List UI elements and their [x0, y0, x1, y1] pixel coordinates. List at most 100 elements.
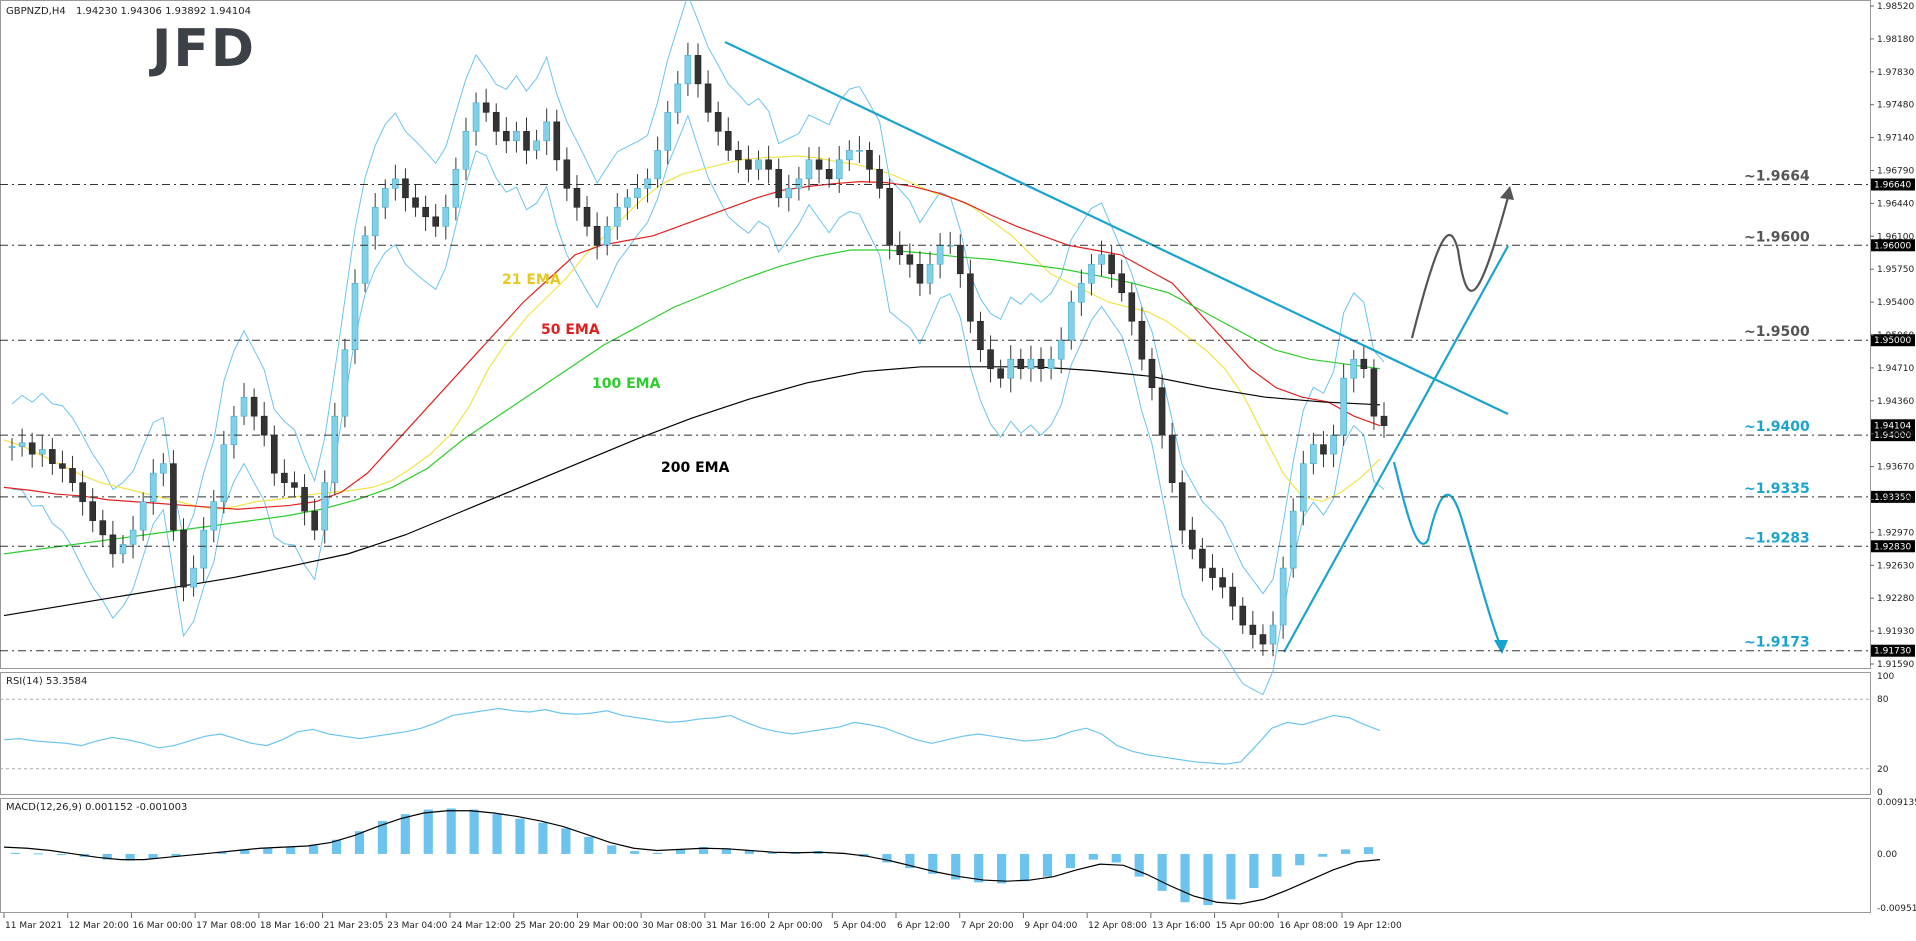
candle-up: [856, 150, 863, 152]
candle-down: [886, 188, 893, 246]
level-price-tag-bg: [1871, 429, 1915, 442]
rsi-tick-label: 80: [1877, 695, 1889, 705]
candle-down: [1178, 482, 1186, 531]
candle-up: [674, 83, 682, 113]
candle-up: [230, 415, 238, 445]
candle-down: [1209, 567, 1216, 578]
price-tick-label: 1.97480: [1877, 101, 1914, 111]
candle-up: [119, 544, 127, 555]
time-axis: 11 Mar 2021 12 Mar 20:00 16 Mar 00:00 17 Ma…: [3, 913, 1402, 931]
macd-histogram-bar: [10, 852, 21, 854]
candle-down: [735, 150, 742, 161]
rsi-title: RSI(14) 53.3584: [6, 676, 87, 687]
candle-down: [775, 169, 783, 199]
level-price-tag-bg: [1871, 540, 1915, 553]
candle-down: [180, 529, 187, 588]
macd-histogram-bar: [309, 845, 319, 854]
candle-down: [482, 102, 490, 113]
candle-up: [8, 446, 16, 448]
macd-histogram-bar: [1134, 853, 1144, 877]
price-tick-label: 1.94360: [1877, 397, 1914, 407]
macd-histogram-bar: [331, 839, 342, 854]
downtrend-line: [724, 41, 1509, 415]
candle-up: [1299, 463, 1307, 512]
macd-histogram-bar: [263, 848, 273, 854]
macd-histogram-bar: [974, 853, 984, 883]
candle-up: [1047, 358, 1055, 370]
candle-up: [149, 472, 157, 502]
current-price-tag-bg: [1871, 419, 1915, 432]
macd-histogram-bar: [928, 853, 938, 874]
price-tick-label: 1.91590: [1877, 660, 1914, 670]
candle-down: [1158, 387, 1166, 436]
candle-down: [1229, 586, 1236, 607]
candle-down: [866, 150, 873, 170]
candle-up: [785, 188, 793, 199]
macd-histogram-bar: [561, 828, 571, 854]
candle-down: [281, 472, 288, 483]
macd-histogram-bar: [171, 853, 181, 857]
price-tick-label: 1.95400: [1877, 298, 1914, 308]
bullish-scenario-path: [1410, 189, 1512, 339]
candle-up: [1350, 358, 1358, 379]
macd-histogram-bar: [882, 853, 892, 863]
rsi-tick-label: 100: [1877, 672, 1894, 682]
macd-panel: [0, 798, 1871, 913]
candle-up: [1007, 358, 1015, 379]
bearish-scenario-path: [1392, 461, 1504, 651]
macd-histogram-bar: [675, 849, 686, 854]
rsi-panel: [0, 672, 1871, 795]
candle-up: [1098, 254, 1105, 265]
candle-up: [351, 282, 359, 351]
macd-histogram-bar: [1226, 853, 1236, 900]
candle-down: [503, 131, 510, 142]
ema-line-100ema: [3, 249, 1381, 555]
candle-up: [381, 188, 389, 208]
time-tick-label: 31 Mar 16:00: [706, 921, 766, 931]
current-price-tag: 1.94104: [1874, 421, 1911, 431]
time-tick-label: 12 Apr 08:00: [1088, 921, 1147, 931]
time-tick-label: 6 Apr 12:00: [897, 921, 950, 931]
down-arrow-icon: [1494, 640, 1508, 654]
candle-down: [815, 159, 823, 170]
macd-histogram-bar: [148, 853, 158, 859]
candle-down: [99, 520, 107, 536]
level-label: ~1.9400: [1744, 419, 1810, 435]
level-price-tag: 1.94000: [1874, 431, 1911, 441]
bollinger-upper-band: [11, 0, 1385, 595]
candle-down: [432, 216, 440, 227]
candle-down: [69, 468, 76, 483]
ema50-label: 50 EMA: [541, 322, 600, 338]
level-price-tag-bg: [1871, 239, 1915, 252]
support-resistance-levels: ~1.9664 1.96640 ~1.9600 1.96000 ~1.9500 1.950…: [0, 169, 1915, 657]
time-tick-label: 16 Mar 00:00: [132, 921, 192, 931]
time-tick-label: 11 Mar 2021: [5, 921, 62, 931]
time-tick-label: 30 Mar 08:00: [642, 921, 702, 931]
price-tick-label: 1.92630: [1877, 561, 1914, 571]
time-tick-label: 17 Mar 08:00: [196, 921, 256, 931]
level-label: ~1.9173: [1744, 635, 1810, 651]
candle-up: [341, 349, 349, 417]
rsi-tick-label: 20: [1877, 765, 1889, 775]
candle-up: [331, 415, 339, 483]
time-tick-label: 24 Mar 12:00: [451, 921, 511, 931]
candle-up: [654, 150, 661, 180]
macd-tick-label: 0.009135: [1877, 798, 1916, 808]
macd-title: MACD(12,26,9) 0.001152 -0.001003: [6, 802, 187, 813]
candle-up: [452, 169, 460, 208]
macd-histogram-bar: [767, 852, 777, 854]
macd-histogram-bar: [1111, 853, 1121, 863]
candle-down: [956, 244, 964, 275]
time-tick-label: 23 Mar 04:00: [387, 921, 447, 931]
macd-histogram-bar: [400, 814, 410, 854]
macd-histogram-bar: [1341, 849, 1351, 854]
candle-up: [18, 442, 26, 447]
candle-down: [987, 349, 994, 370]
macd-histogram-bar: [217, 851, 227, 854]
ema-line-21ema: [3, 155, 1381, 510]
price-tick-label: 1.92280: [1877, 594, 1914, 604]
candle-down: [1199, 548, 1206, 569]
ema200-label: 200 EMA: [661, 460, 730, 476]
time-tick-label: 7 Apr 20:00: [961, 921, 1014, 931]
